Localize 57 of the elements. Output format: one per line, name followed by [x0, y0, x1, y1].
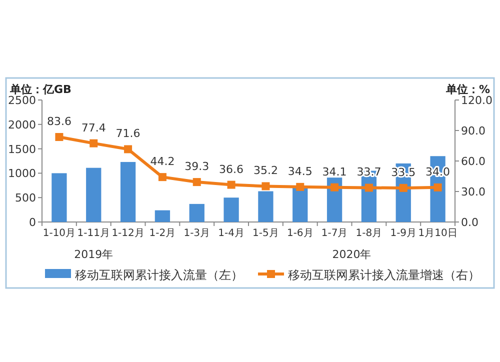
y2-tick-label: 120.0 [461, 94, 492, 107]
point [227, 180, 236, 189]
point [90, 139, 98, 148]
x-tick-label: 1-12月 [112, 228, 144, 239]
bar [86, 168, 102, 222]
point [434, 183, 442, 192]
data-label: 71.6 [116, 127, 140, 140]
data-label: 34.5 [288, 164, 312, 178]
x-tick-label: 1-4月 [218, 228, 244, 239]
text: 2020年 [332, 248, 372, 261]
y-tick-label: 0 [29, 216, 36, 229]
data-label: 34.1 [322, 165, 347, 178]
x-tick-label: 1-8月 [356, 228, 382, 239]
bar [258, 191, 274, 222]
text: 2019年 [74, 248, 114, 261]
y2-tick-label: 60.0 [461, 155, 486, 168]
x-tick-label: 1-5月 [252, 228, 279, 239]
point [296, 182, 304, 191]
x-tick-label: 1-3月 [184, 228, 210, 239]
bar [120, 162, 136, 222]
point [55, 133, 64, 142]
y-tick-label: 500 [15, 192, 36, 205]
point [262, 182, 270, 190]
data-label: 44.2 [150, 155, 175, 168]
point [330, 183, 339, 192]
point [192, 178, 201, 186]
y2-tick-label: 90.0 [461, 124, 486, 138]
point [399, 184, 408, 192]
point [124, 145, 132, 154]
y-tick-label: 1000 [8, 167, 36, 180]
data-label: 77.4 [81, 121, 106, 134]
x-tick-label: 1月10日 [418, 228, 458, 239]
y2-axis-title: 单位：% [444, 83, 490, 96]
legend-label: 移动互联网累计接入流量增速（右） [288, 268, 480, 282]
x-tick-label: 1-6月 [286, 228, 314, 239]
data-label: 39.3 [184, 160, 210, 174]
x-tick-label: 1-10月 [42, 228, 76, 239]
y2-tick-label: 0.0 [461, 216, 478, 229]
bar [189, 204, 204, 222]
bar [224, 198, 239, 222]
data-label: 36.6 [219, 162, 244, 176]
x-tick-label: 1-2月 [149, 228, 176, 239]
data-label: 35.2 [253, 164, 278, 178]
bar [52, 173, 67, 222]
y-tick-label: 2000 [8, 118, 36, 132]
x-tick-label: 1-9月 [390, 228, 417, 239]
legend-label: 移动互联网累计接入流量（左） [75, 268, 243, 282]
x-tick-label: 1-7月 [321, 228, 348, 239]
data-label: 83.6 [46, 115, 72, 128]
y-tick-label: 2500 [8, 94, 36, 107]
point [364, 184, 373, 192]
bar [154, 210, 170, 222]
x-tick-label: 1-11月 [77, 228, 110, 239]
y-axis-title: 单位：亿GB [9, 83, 72, 96]
y-tick-label: 1500 [8, 142, 36, 156]
y2-tick-label: 30.0 [461, 186, 486, 198]
point [158, 173, 166, 182]
